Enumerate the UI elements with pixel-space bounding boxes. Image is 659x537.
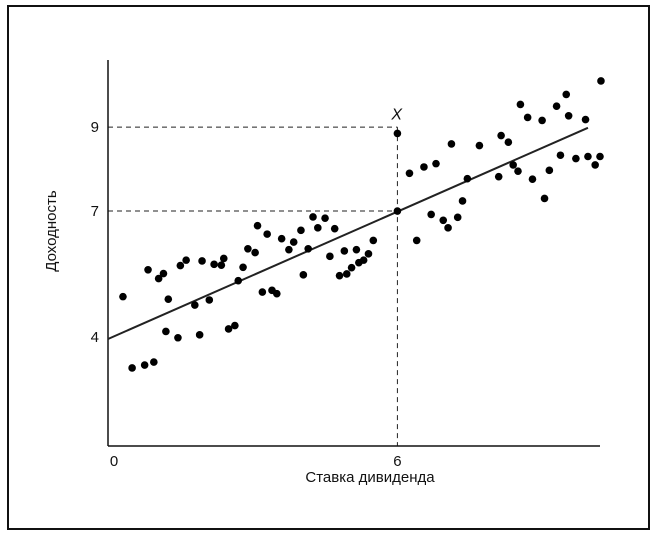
data-point [299,271,308,279]
data-point [556,151,565,160]
data-point [297,226,305,235]
data-point [154,274,163,283]
data-point [453,213,462,222]
data-point [251,248,259,257]
data-point [217,261,226,269]
data-points [119,77,605,372]
data-point [231,321,239,330]
data-point [273,289,281,298]
regression-line [107,126,589,340]
data-point [119,292,127,301]
data-point [314,224,322,232]
x-tick-label: 0 [110,453,118,470]
data-point [234,276,243,285]
highlight-point-label: X [390,106,403,123]
data-point [475,141,484,150]
data-point [597,77,605,85]
data-point [342,270,351,278]
data-point [494,172,503,181]
y-tick-labels: 4 7 9 [91,119,99,346]
data-point [144,265,152,274]
data-point [263,230,271,238]
data-point [458,197,467,205]
data-point [159,269,168,278]
data-point [509,161,517,169]
data-point [564,112,573,120]
data-point [528,175,537,183]
data-point [309,213,317,221]
y-tick-label: 9 [91,119,99,136]
data-point [562,90,571,99]
data-point [128,364,136,372]
data-point [412,236,421,245]
data-point [205,296,214,304]
data-point [321,214,329,222]
data-point [140,361,149,369]
x-axis-label: Ставка дивиденда [305,469,435,486]
data-point [552,102,561,110]
data-point [584,152,592,161]
data-point [444,224,452,232]
data-point [447,140,456,148]
chart-frame [7,5,650,530]
data-point [504,138,513,147]
data-point [198,257,206,265]
data-point [162,327,170,336]
data-point [326,252,334,261]
data-point [340,247,349,255]
data-point [432,159,440,168]
data-point [277,234,286,243]
data-point [364,250,373,258]
data-point [596,152,604,161]
data-point [538,116,546,125]
data-point [244,245,252,253]
data-point [174,333,182,342]
data-point [516,100,525,109]
data-point [176,261,185,270]
data-point [352,245,361,254]
y-tick-label: 7 [91,203,99,220]
reference-lines [108,126,398,446]
data-point [219,254,228,263]
data-point [289,238,298,246]
data-point [304,245,312,253]
data-point [497,131,505,140]
data-point [335,271,344,280]
data-point [253,221,262,230]
data-point [330,224,339,233]
data-point [195,331,204,339]
data-point [239,263,247,272]
data-point [463,174,472,183]
y-tick-label: 4 [91,329,99,346]
data-point [164,295,173,303]
data-point [405,169,414,178]
data-point [523,113,532,122]
fitted-point [393,207,402,215]
data-point [439,216,448,225]
data-point [545,166,554,175]
highlight-point [393,129,402,138]
data-point [359,256,368,264]
data-point [210,260,218,269]
data-point [347,263,356,272]
data-point [224,325,233,333]
data-point [150,358,158,366]
data-point [258,288,267,296]
data-point [369,236,378,245]
data-point [191,301,199,309]
data-point [285,245,293,254]
data-point [540,194,549,203]
data-point [427,210,435,219]
data-point [581,115,590,124]
data-point [514,167,522,175]
data-point [591,161,599,169]
data-point [182,256,190,264]
data-point [420,163,428,171]
y-axis-label: Доходность [43,190,60,272]
x-tick-label: 6 [393,453,401,470]
data-point [572,154,580,163]
